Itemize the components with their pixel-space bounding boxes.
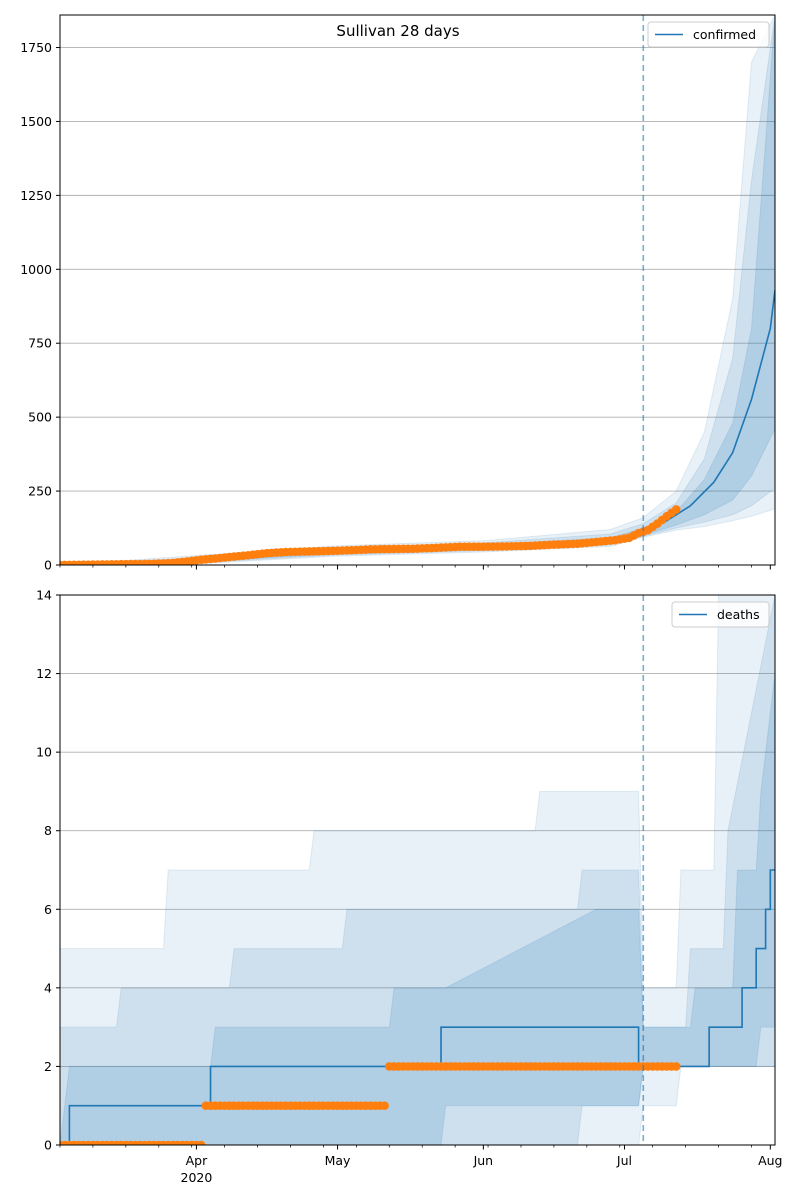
deaths-observed-point (671, 1062, 681, 1071)
confirmed-axes-frame (59, 14, 776, 566)
confirmed-ytick-label: 750 (28, 336, 52, 351)
confirmed-ytick-label: 1250 (20, 188, 52, 203)
confirmed-ytick-label: 0 (44, 558, 52, 573)
confirmed-legend-label: confirmed (693, 27, 756, 42)
confirmed-band-95-area (60, 15, 775, 565)
confirmed-ytick-label: 500 (28, 410, 52, 425)
deaths-observed-points (60, 1062, 681, 1145)
confirmed-legend-box (647, 21, 770, 48)
deaths-plot-area (60, 595, 775, 1145)
deaths-axes-frame (59, 594, 776, 1146)
deaths-chart: 0 2 4 6 8 10 12 14 Apr 2020 May Jun Jul Aug deaths (36, 588, 782, 1186)
deaths-xtick-label: May (325, 1153, 351, 1168)
deaths-ytick-label: 6 (44, 902, 52, 917)
deaths-xtick-sublabel: 2020 (181, 1170, 213, 1185)
confirmed-observed-point (671, 505, 681, 514)
deaths-xtick-label: Jul (616, 1153, 632, 1168)
deaths-xtick-label: Apr (186, 1153, 208, 1168)
deaths-xtick-label: Jun (473, 1153, 494, 1168)
deaths-observed-point (196, 1140, 206, 1145)
deaths-ytick-label: 2 (44, 1059, 52, 1074)
deaths-xtick-label: Aug (758, 1153, 782, 1168)
deaths-band-95-area (60, 595, 775, 1145)
confirmed-ytick-label: 1000 (20, 262, 52, 277)
deaths-model-line (60, 869, 775, 1145)
deaths-ytick-label: 14 (36, 588, 52, 603)
confirmed-chart: 0 250 500 750 1000 1250 1500 1750 confirmed (20, 14, 776, 573)
confirmed-legend: confirmed (647, 21, 770, 48)
deaths-ytick-label: 12 (36, 666, 52, 681)
deaths-legend: deaths (671, 601, 770, 628)
deaths-observed-point (380, 1101, 389, 1111)
confirmed-plot-area (60, 15, 775, 565)
deaths-band-80-area (60, 595, 775, 1145)
confirmed-observed-points (60, 505, 681, 565)
deaths-ytick-label: 0 (44, 1138, 52, 1153)
chart-title: Sullivan 28 days (336, 22, 459, 40)
deaths-ytick-label: 10 (36, 745, 52, 760)
deaths-ytick-label: 8 (44, 823, 52, 838)
deaths-ytick-label: 4 (44, 980, 52, 995)
confirmed-ytick-label: 1750 (20, 40, 52, 55)
confirmed-ytick-label: 1500 (20, 114, 52, 129)
deaths-legend-box (671, 601, 770, 628)
confirmed-ytick-label: 250 (28, 484, 52, 499)
deaths-legend-label: deaths (717, 607, 760, 622)
